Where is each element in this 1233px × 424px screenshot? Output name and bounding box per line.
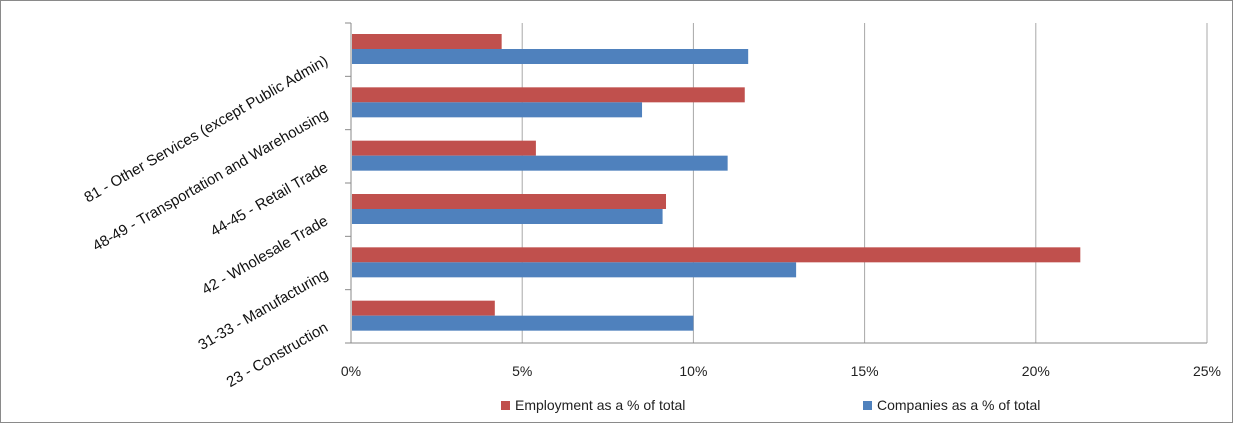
axes [345,22,1207,344]
legend-swatch-companies [863,400,872,410]
bar-companies [352,49,749,64]
bar-employment [352,140,536,156]
legend-label-employment: Employment as a % of total [515,397,686,413]
x-tick-label: 25% [1193,363,1221,379]
gridlines [521,23,1208,343]
x-tick-label: 5% [512,363,532,379]
bar-companies [352,102,643,118]
legend-label-companies: Companies as a % of total [877,397,1041,413]
legend-item-employment: Employment as a % of total [501,397,685,413]
x-tick-label: 15% [851,363,879,379]
bar-companies [352,262,797,278]
bar-companies [352,155,728,171]
bars [352,34,1081,331]
legend: Employment as a % of total Companies as … [1,397,1232,417]
bar-employment [352,247,1081,263]
bar-companies [352,315,694,331]
legend-swatch-employment [501,400,510,410]
bar-employment [352,194,667,209]
legend-item-companies: Companies as a % of total [863,397,1040,413]
bar-employment [352,300,495,316]
category-labels: 81 - Other Services (except Public Admin… [81,52,331,391]
x-tick-labels: 0% 5% 10% 15% 20% 25% [341,363,1221,379]
bar-employment [352,87,745,103]
bar-companies [352,209,663,224]
x-tick-label: 0% [341,363,361,379]
x-tick-label: 10% [679,363,707,379]
x-tick-label: 20% [1022,363,1050,379]
bar-employment [352,34,502,49]
